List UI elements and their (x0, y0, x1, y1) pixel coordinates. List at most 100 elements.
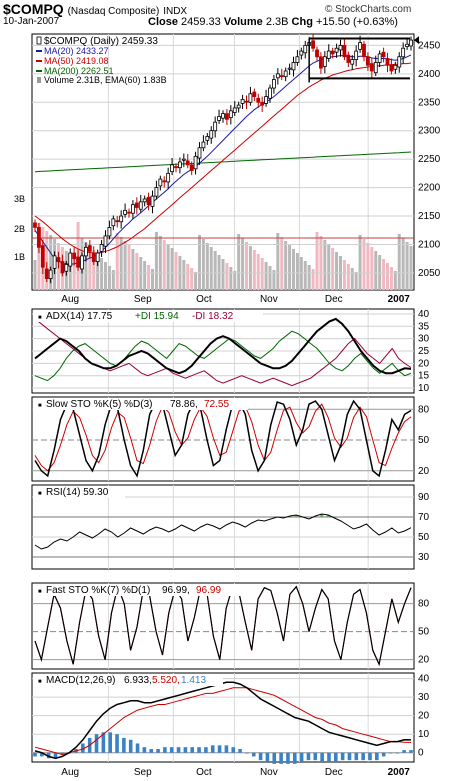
volume-bar (209, 247, 213, 290)
macd-histogram-bar (176, 747, 181, 753)
volume-bar (389, 267, 393, 290)
chart-date: 10-Jan-2007 (3, 16, 60, 27)
candle-body (334, 47, 339, 53)
slow-sto-label: Slow STO %K(5) %D(3) (46, 399, 153, 410)
candle-body (99, 244, 104, 252)
volume-bar (342, 260, 346, 290)
candle-body (260, 101, 265, 106)
candle-body (322, 56, 327, 67)
candle-body (264, 96, 268, 104)
volume-bar (350, 268, 354, 290)
slow-sto-ytick-label: 80 (418, 404, 430, 415)
macd-histogram-bar (217, 745, 222, 753)
close-value: 2459.33 (181, 16, 221, 28)
candle-body (354, 50, 359, 60)
slow-sto-d-value: 72.55 (204, 399, 229, 410)
rsi-label: RSI(14) 59.30 (46, 487, 109, 498)
macd-histogram-bar (238, 749, 242, 753)
candle-body (80, 255, 84, 270)
macd-histogram-bar (183, 747, 188, 753)
rsi-ytick-label: 70 (418, 512, 430, 523)
macd-histogram-bar (60, 752, 65, 755)
chg-value: +15.50 (+0.63%) (316, 16, 398, 28)
macd-histogram-bar (409, 750, 413, 753)
volume-bar (397, 234, 401, 290)
candle-body (95, 252, 100, 262)
candle-body (138, 201, 143, 210)
macd-label: MACD(12,26,9) (46, 675, 115, 686)
volume-bar (119, 237, 123, 290)
chg-label: Chg (291, 16, 313, 28)
volume-bar (386, 263, 389, 290)
macd-histogram-bar (190, 747, 195, 753)
volume-tick-label: 2B (14, 224, 25, 234)
volume-bar (280, 237, 284, 290)
macd-value: 6.933, (124, 675, 152, 686)
candle-body (393, 64, 398, 70)
minus-di-label: -DI 18.32 (192, 311, 234, 322)
volume-bar (84, 242, 88, 290)
price-ytick-label: 2300 (418, 126, 441, 137)
macd-ytick-label: 30 (418, 692, 430, 703)
volume-bar (127, 245, 131, 290)
macd-histogram-bar (279, 752, 283, 764)
candle-body (366, 56, 370, 66)
candle-body (209, 130, 214, 139)
volume-bar (107, 266, 111, 290)
slow-sto-k-line (34, 399, 412, 478)
volume-bar (405, 242, 409, 290)
volume-bar (366, 243, 370, 290)
volume-bar (213, 251, 217, 290)
close-label: Close (148, 16, 178, 28)
volume-bar (151, 269, 154, 290)
slow-sto-panel (31, 396, 415, 482)
candle-body (397, 56, 402, 68)
volume-bar (96, 254, 100, 290)
candle-body (275, 73, 280, 79)
volume-bar (205, 243, 209, 290)
candle-body (319, 56, 323, 69)
macd-histogram-bar (347, 752, 352, 761)
macd-ytick-label: 10 (418, 729, 430, 740)
candle-body (119, 215, 124, 223)
volume-bar (170, 248, 174, 290)
candle-body (252, 91, 257, 97)
volume-bar (33, 260, 37, 290)
chart-title: $COMPQ (Nasdaq Composite) INDX (3, 1, 187, 17)
candle-body (362, 43, 366, 58)
slow-sto-legend-icon: ■ (38, 403, 42, 409)
candle-body (134, 202, 139, 208)
slow-sto-legend-bg (33, 398, 248, 410)
quote-line: Close 2459.33 Volume 2.3B Chg +15.50 (+0… (148, 16, 398, 28)
candle-body (154, 187, 159, 197)
candle-body (299, 50, 304, 56)
legend-candle-icon (36, 36, 42, 45)
volume-bar (358, 235, 362, 290)
macd-histogram-bar (395, 752, 400, 754)
price-xtick-label: Nov (260, 294, 278, 305)
candle-body (40, 245, 45, 268)
macd-signal-value: 5.520, (152, 675, 180, 686)
bottom-xtick-label: Oct (196, 767, 212, 778)
volume-bar (45, 231, 49, 290)
candle-body (84, 246, 88, 257)
volume-bar (158, 236, 162, 290)
adx-ytick-label: 25 (418, 346, 430, 357)
volume-bar (401, 238, 405, 290)
macd-histogram-bar (388, 752, 393, 754)
macd-histogram-bar (94, 734, 99, 753)
volume-bar (335, 252, 339, 290)
candle-body (197, 147, 202, 159)
macd-histogram-bar (135, 743, 140, 753)
candle-body (240, 99, 245, 104)
plus-di-label: +DI 15.94 (135, 311, 179, 322)
candle-body (170, 164, 174, 173)
candle-body (248, 93, 253, 103)
price-xtick-label: Dec (325, 294, 343, 305)
price-legend-entry: $COMPQ (Daily) 2459.33 (44, 36, 158, 47)
candle-body (123, 209, 127, 215)
volume-bar (315, 232, 319, 290)
price-xtick-label: Aug (61, 294, 79, 305)
slow-sto-ytick-label: 50 (418, 435, 430, 446)
